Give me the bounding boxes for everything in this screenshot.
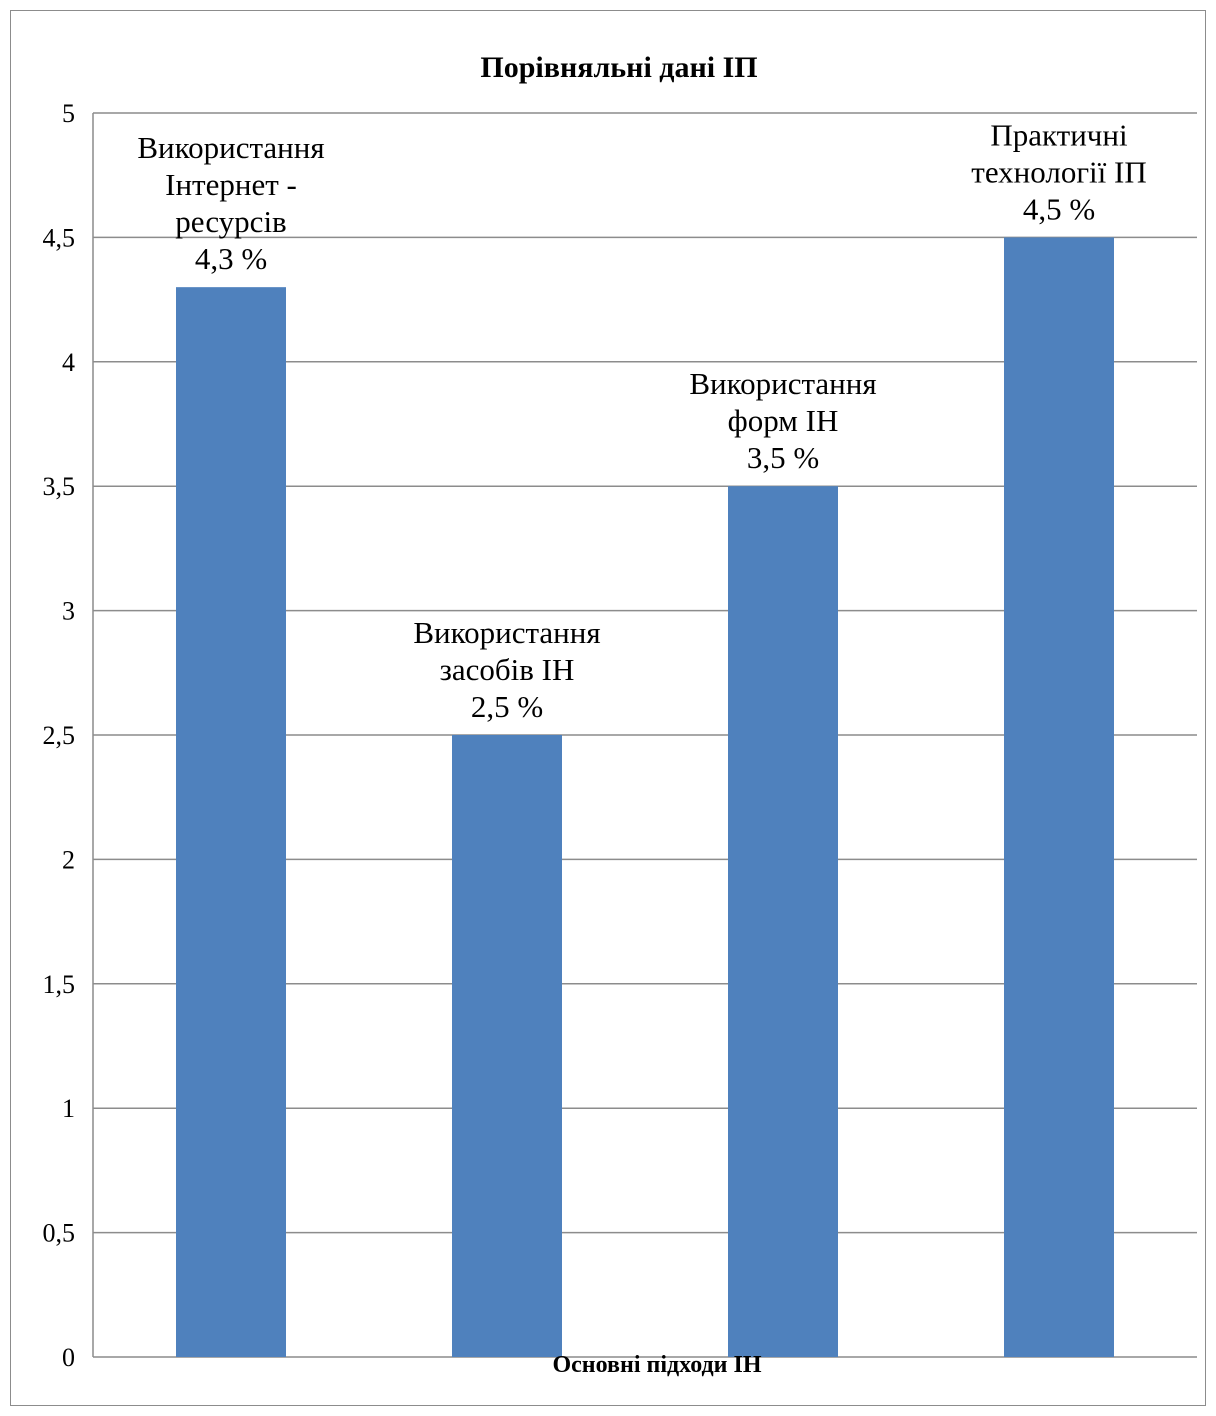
chart-title: Порівняльні дані ІП xyxy=(480,51,757,84)
x-axis-title: Основні підходи ІН xyxy=(552,1352,761,1378)
y-tick-label: 0,5 xyxy=(43,1219,76,1248)
data-label: Інтернет - xyxy=(165,167,297,202)
data-label: форм ІН xyxy=(728,403,839,438)
data-label: 3,5 % xyxy=(747,440,819,475)
y-tick-label: 0 xyxy=(62,1343,75,1372)
y-tick-label: 3 xyxy=(62,597,75,626)
y-tick-label: 2,5 xyxy=(43,721,76,750)
y-tick-label: 4,5 xyxy=(43,223,76,252)
data-label: 4,3 % xyxy=(195,241,267,276)
data-label: ресурсів xyxy=(175,204,286,239)
bar xyxy=(728,486,838,1357)
bar xyxy=(452,735,562,1357)
y-tick-label: 2 xyxy=(62,845,75,874)
bars xyxy=(176,237,1114,1357)
data-label: Практичні xyxy=(990,117,1128,152)
y-tick-label: 5 xyxy=(62,99,75,128)
data-label: технології ІП xyxy=(971,154,1146,189)
y-tick-label: 1 xyxy=(62,1094,75,1123)
y-tick-label: 1,5 xyxy=(43,970,76,999)
data-label: 2,5 % xyxy=(471,689,543,724)
bar xyxy=(1004,237,1114,1357)
bar-chart: Порівняльні дані ІП 0 0,5 1 1,5 2 2,5 3 3,5 4 4,5… xyxy=(43,51,1197,1378)
data-label: Використання xyxy=(137,130,324,165)
data-label: Використання xyxy=(689,366,876,401)
data-label: Використання xyxy=(413,615,600,650)
y-tick-label: 3,5 xyxy=(43,472,76,501)
data-label: засобів ІН xyxy=(440,652,575,687)
data-label: 4,5 % xyxy=(1023,191,1095,226)
y-tick-label: 4 xyxy=(62,348,75,377)
y-axis-tick-labels: 0 0,5 1 1,5 2 2,5 3 3,5 4 4,5 5 xyxy=(43,99,76,1372)
chart-frame: Порівняльні дані ІП 0 0,5 1 1,5 2 2,5 3 3,5 4 4,5… xyxy=(10,10,1206,1406)
bar xyxy=(176,287,286,1357)
